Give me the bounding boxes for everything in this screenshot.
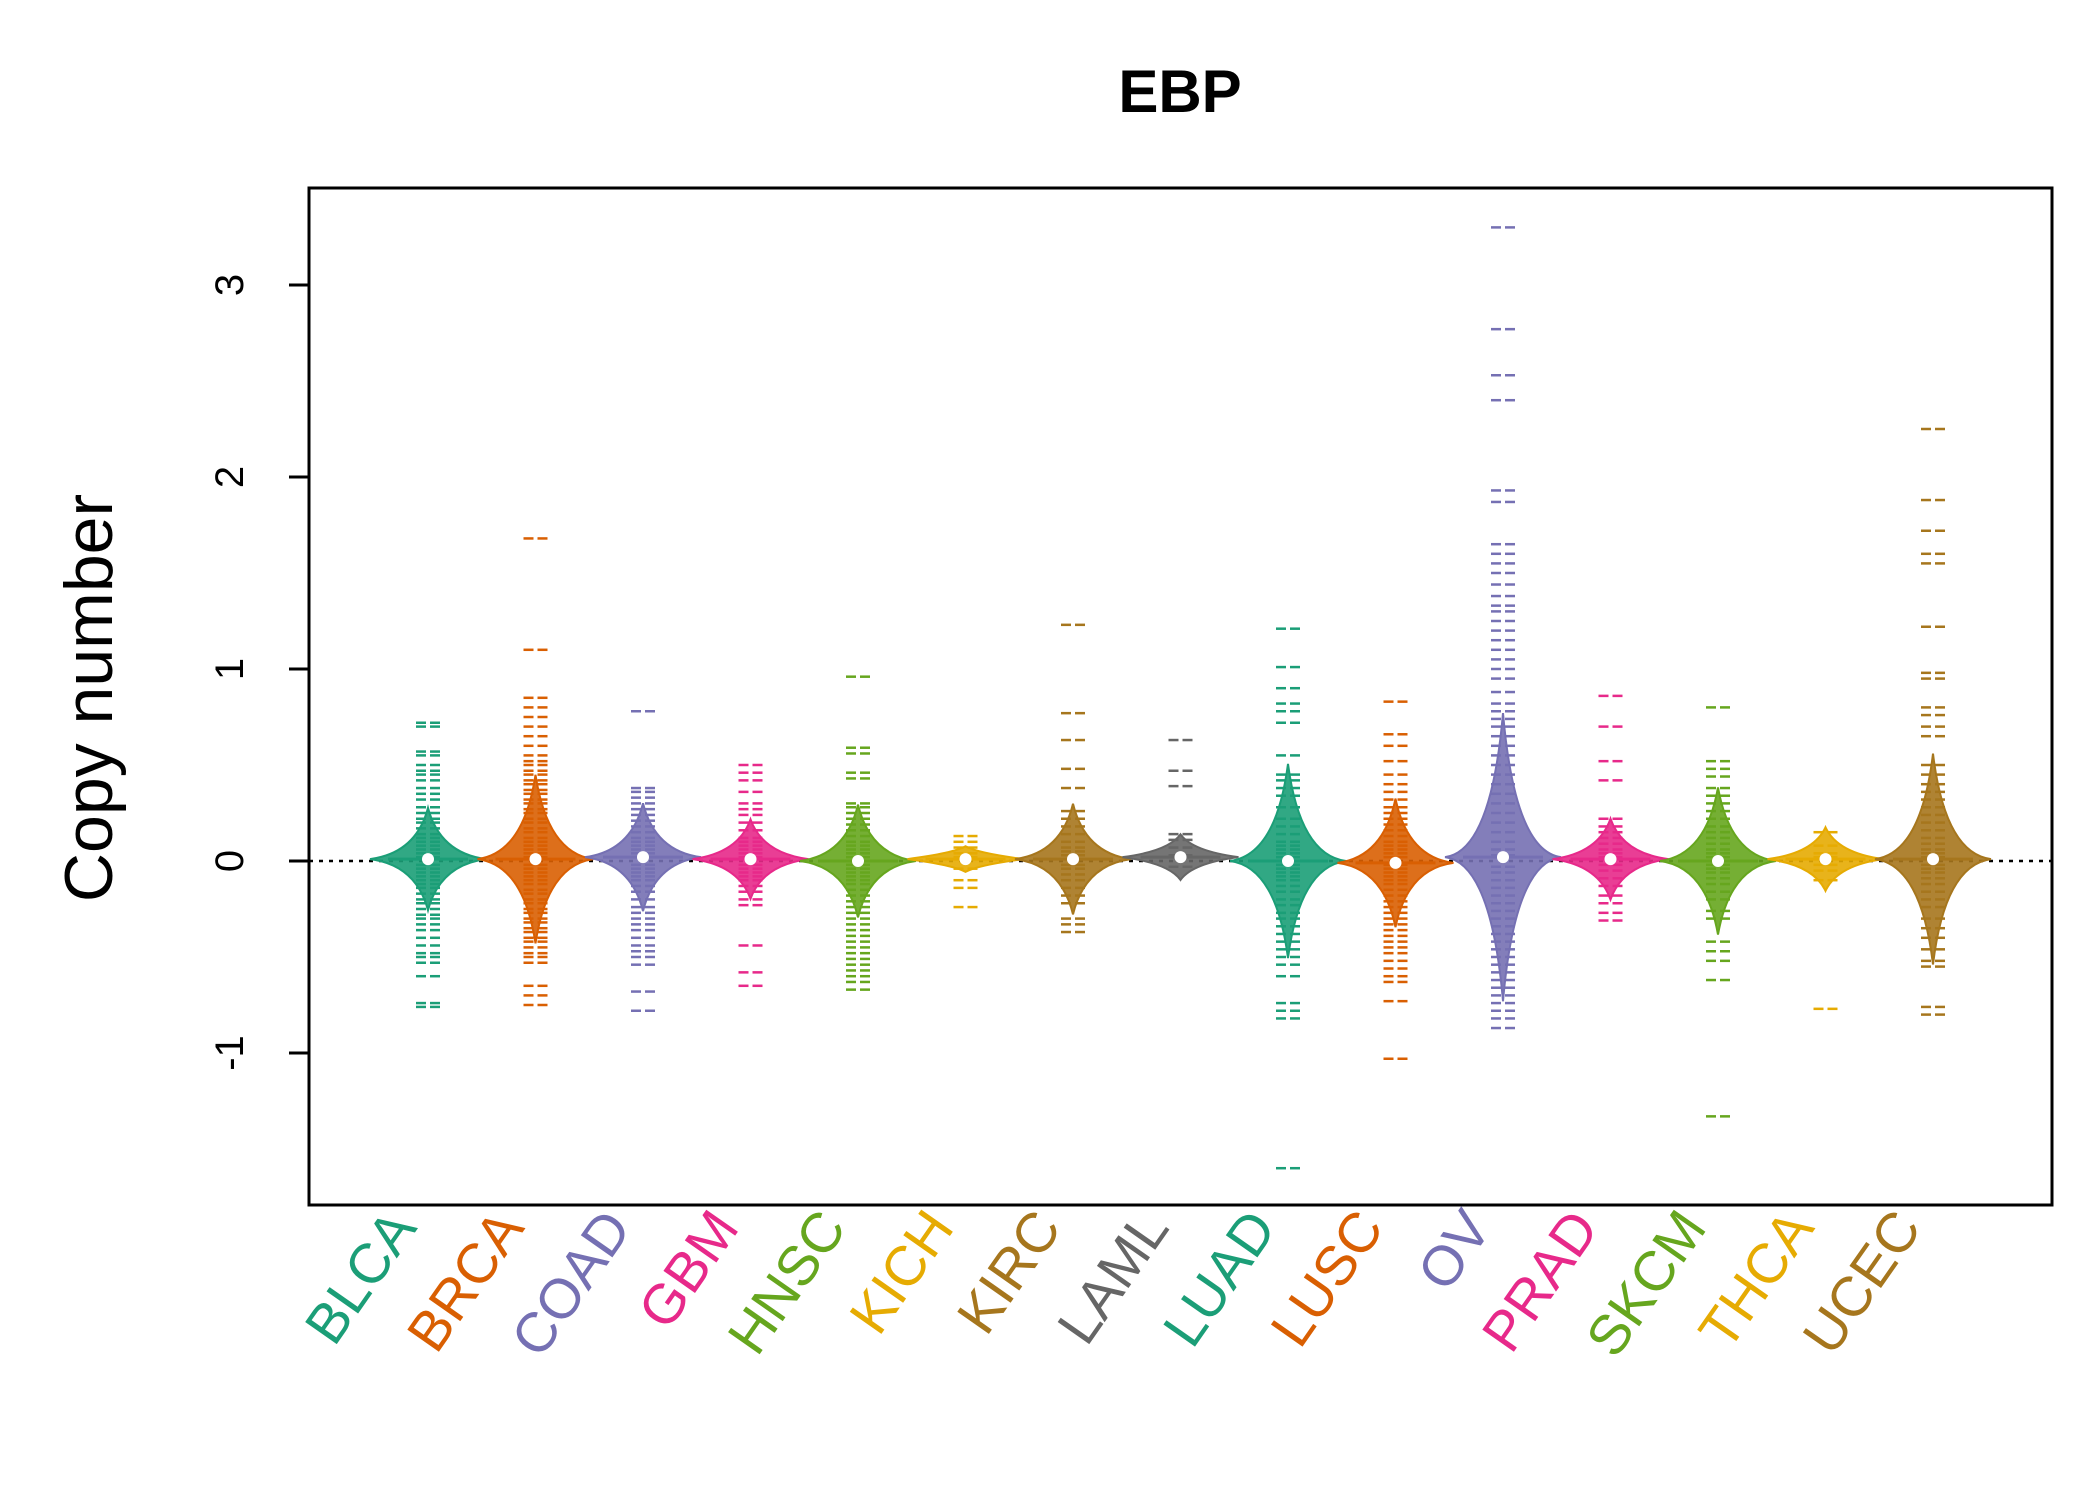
- bean-center: [1604, 853, 1617, 866]
- bean-coad: [584, 709, 702, 1013]
- bean-center: [1389, 856, 1402, 869]
- bean-prad: [1552, 694, 1669, 922]
- bean-gbm: [692, 763, 809, 988]
- y-tick-label: 0: [208, 850, 252, 872]
- bean-kich: [907, 834, 1024, 909]
- bean-center: [744, 853, 757, 866]
- plot-frame: [307, 186, 2054, 1207]
- bean-center: [1497, 851, 1509, 864]
- bean-hnsc: [799, 675, 917, 991]
- bean-center: [1067, 853, 1079, 866]
- x-tick-label-kich: KICH: [837, 1199, 965, 1345]
- y-tick-label: -1: [208, 1035, 252, 1071]
- x-tick-label-hnsc: HNSC: [715, 1199, 858, 1365]
- bean-center: [959, 853, 972, 866]
- bean-center: [1282, 855, 1294, 867]
- bean-center: [637, 851, 649, 864]
- chart-title: EBP: [1118, 58, 1241, 125]
- x-tick-label-skcm: SKCM: [1573, 1199, 1717, 1368]
- y-axis: -1 0 1 2 3: [208, 274, 311, 1071]
- x-tick-label-lusc: LUSC: [1258, 1199, 1395, 1358]
- bean-center: [1174, 851, 1187, 864]
- beans-layer: [369, 226, 1992, 1170]
- bean-thca: [1767, 824, 1884, 1011]
- bean-center: [1819, 853, 1832, 866]
- bean-center: [1927, 853, 1939, 866]
- y-tick-label: 2: [208, 466, 252, 488]
- bean-kirc: [1014, 623, 1132, 934]
- x-tick-label-ucec: UCEC: [1790, 1199, 1933, 1365]
- x-tick-label-ov: OV: [1405, 1198, 1503, 1301]
- x-tick-label-luad: LUAD: [1151, 1199, 1288, 1358]
- bean-ucec: [1874, 427, 1992, 1016]
- x-tick-label-laml: LAML: [1045, 1199, 1181, 1355]
- bean-blca: [369, 721, 487, 1009]
- bean-brca: [477, 537, 594, 1007]
- bean-luad: [1229, 627, 1347, 1170]
- y-tick-label: 3: [208, 274, 252, 296]
- bean-center: [529, 853, 542, 866]
- y-axis-label: Copy number: [51, 494, 127, 902]
- bean-lusc: [1337, 700, 1454, 1061]
- bean-laml: [1122, 738, 1239, 882]
- bean-center: [1712, 855, 1724, 867]
- y-tick-label: 1: [208, 658, 252, 680]
- bean-center: [852, 855, 864, 867]
- bean-ov: [1444, 226, 1562, 1030]
- x-tick-label-coad: COAD: [498, 1199, 642, 1368]
- bean-center: [422, 853, 434, 866]
- bean-skcm: [1659, 706, 1777, 1118]
